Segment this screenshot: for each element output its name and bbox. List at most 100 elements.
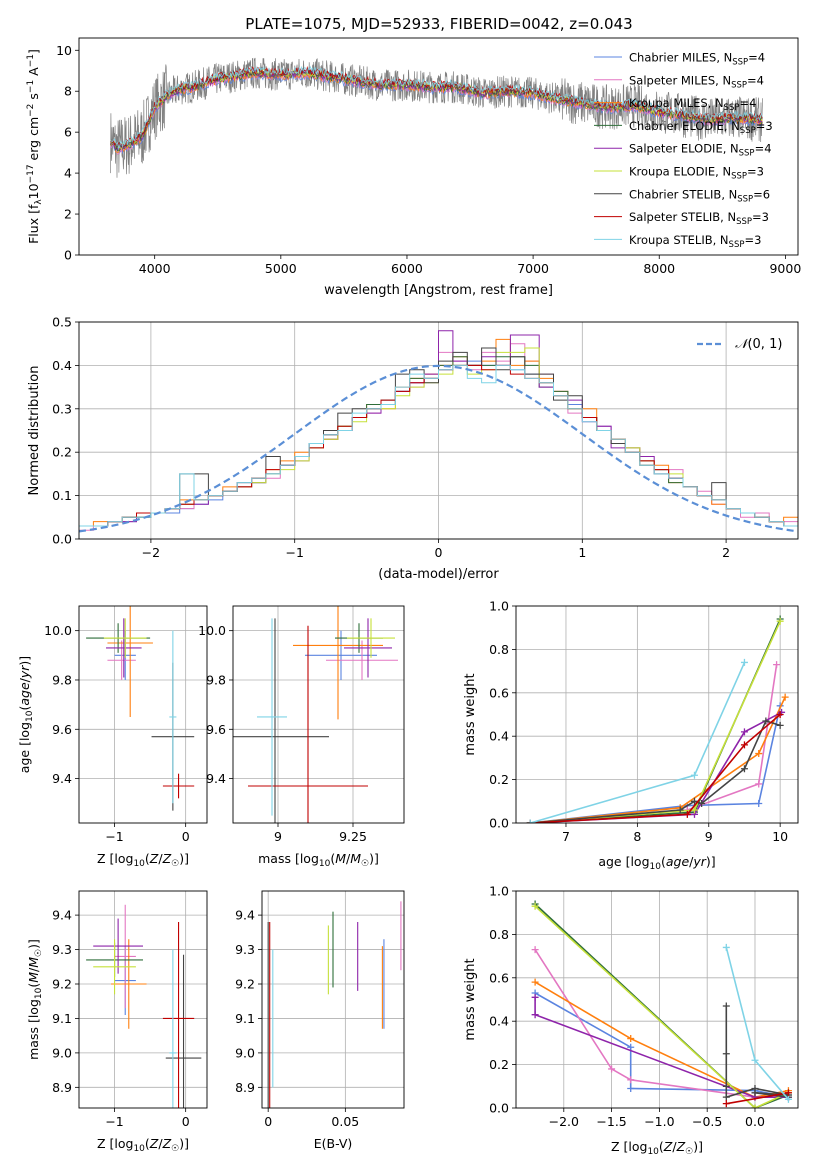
weight-marker	[722, 1100, 730, 1108]
tick-marks: 4000 5000 6000 7000 8000 9000 0 2 4 6 8 10	[56, 43, 801, 276]
y-tick-label: 0.1	[52, 488, 72, 503]
axes-frame	[261, 890, 405, 1109]
x-tick-label: 5000	[265, 261, 297, 276]
y-tick-label: 9.3	[52, 942, 72, 957]
weight-marker	[722, 1050, 730, 1058]
spectrum-legend: Chabrier MILES, NSSP=4 Salpeter MILES, NS…	[594, 51, 773, 250]
weight-line	[530, 620, 781, 823]
y-tick-label: 0.6	[489, 970, 509, 985]
y-tick-label: 0.2	[52, 445, 72, 460]
weight-line	[534, 903, 789, 1108]
weight-marker	[776, 711, 784, 718]
weight-line	[534, 997, 789, 1098]
weight-marker	[740, 765, 748, 773]
y-tick-label: 10	[56, 43, 72, 58]
y-tick-label: 9.3	[235, 942, 255, 957]
weight-marker	[722, 1002, 730, 1010]
y-tick-label: 0.2	[489, 772, 509, 787]
errorbar-kroupa-elodie	[103, 618, 147, 658]
errorbar-kroupa-miles	[107, 606, 153, 717]
model-spectrum-chabrier-stelib	[110, 67, 763, 151]
spectrum-panel: 4000 5000 6000 7000 8000 9000 0 2 4 6 8 10 Chabrier …	[26, 37, 801, 298]
x-tick-label: 8000	[643, 261, 675, 276]
axes-frame	[78, 321, 799, 540]
legend-label: Salpeter ELODIE, NSSP=4	[629, 142, 772, 159]
errorbar-salpeter-miles	[326, 640, 398, 680]
weight-marker	[531, 993, 539, 1001]
axes-grid	[516, 605, 798, 824]
y-tick-label: 6	[64, 125, 72, 140]
x-axis-label: wavelength [Angstrom, rest frame]	[324, 283, 553, 298]
y-tick-label: 0.4	[52, 358, 72, 373]
y-axis-label: mass [log10(M/M☉)]	[26, 939, 44, 1060]
axes-frame	[78, 890, 208, 1109]
y-tick-label: 1.0	[489, 884, 509, 899]
weight_vs_Z-plot-area	[531, 900, 792, 1108]
x-tick-label: 0	[264, 1114, 272, 1129]
weight-series-chabrier-stelib	[722, 1002, 792, 1101]
errorbar-salpeter-miles	[107, 640, 136, 680]
errorbar-kroupa-miles	[293, 606, 383, 720]
x-tick-label: −1.5	[596, 1114, 626, 1129]
age_vs_mass-plot-area	[233, 606, 398, 823]
legend-label: Kroupa ELODIE, NSSP=3	[629, 165, 764, 182]
model-spectrum-kroupa-stelib	[110, 65, 763, 150]
x-tick-label: 1	[578, 545, 586, 560]
x-tick-label: 7000	[517, 261, 549, 276]
weight-line	[530, 713, 781, 823]
y-tick-label: 9.2	[52, 977, 72, 992]
weight-marker	[784, 1089, 792, 1097]
weight-series-chabrier-elodie	[526, 615, 784, 823]
weight-marker	[690, 771, 698, 779]
weight-line	[530, 696, 786, 823]
weight-vs-age-panel: 7 8 9 10 0.0 0.2 0.4 0.6 0.8 1.0 age [log10(age/yr…	[463, 599, 799, 872]
x-axis-label: Z [log10(Z/Z☉)]	[611, 1139, 703, 1157]
x-tick-label: −1	[285, 545, 303, 560]
weight-series-kroupa-miles	[531, 978, 792, 1101]
tick-marks: 9 9.25 9.4 9.6 9.8 10.0	[198, 623, 367, 844]
x-axis-label: Z [log10(Z/Z☉)]	[97, 1136, 189, 1154]
axes-grid	[516, 890, 798, 1109]
weight-marker	[776, 617, 784, 625]
weight-marker	[784, 1095, 792, 1103]
y-tick-label: 9.8	[52, 672, 72, 687]
weight-marker	[762, 717, 770, 725]
x-axis-label: (data-model)/error	[378, 567, 499, 582]
weight-line	[534, 905, 789, 1108]
weight-marker	[627, 1035, 635, 1043]
x-tick-label: 7	[562, 829, 570, 844]
errorbar-kroupa-elodie	[347, 618, 395, 658]
errorbar-salpeter-stelib	[248, 625, 368, 823]
tick-marks: −2 −1 0 1 2 0.0 0.1 0.2 0.3 0.4 0.5	[52, 315, 730, 561]
y-tick-label: 0.4	[489, 1014, 509, 1029]
x-tick-label: −1.0	[644, 1114, 674, 1129]
errorbar-kroupa-stelib	[169, 630, 177, 804]
x-axis-label: E(B-V)	[314, 1136, 353, 1151]
y-tick-label: 9.6	[206, 722, 226, 737]
x-tick-label: 0	[182, 1114, 190, 1129]
y-tick-label: 9.1	[235, 1011, 255, 1026]
axes-frame	[78, 605, 208, 824]
legend-label: 𝒩(0, 1)	[735, 337, 782, 352]
y-tick-label: 0.0	[52, 532, 72, 547]
x-tick-label: 9	[705, 829, 713, 844]
age-vs-metallicity-panel: −1 0 9.4 9.6 9.8 10.0 Z [log10(Z/Z☉)] age [log1…	[17, 605, 208, 869]
mass-vs-metallicity-panel: −1 0 8.9 9.0 9.1 9.2 9.3 9.4 Z [log10(Z/Z☉)] mass…	[26, 890, 208, 1154]
weight-marker	[531, 946, 539, 954]
y-tick-label: 9.0	[235, 1045, 255, 1060]
tick-marks: −1 0 9.4 9.6 9.8 10.0	[44, 623, 190, 844]
y-tick-label: 0	[64, 248, 72, 263]
residuals-plot-area	[79, 330, 798, 539]
weight-marker	[755, 780, 763, 788]
y-tick-label: 0.0	[489, 816, 509, 831]
y-tick-label: 9.0	[52, 1045, 72, 1060]
y-tick-label: 0.0	[489, 1101, 509, 1116]
y-tick-label: 9.6	[52, 722, 72, 737]
x-tick-label: 9	[274, 829, 282, 844]
y-tick-label: 9.4	[52, 908, 72, 923]
weight-series-kroupa-stelib	[722, 943, 792, 1103]
y-axis-label: Normed distribution	[27, 366, 42, 496]
weight-line	[725, 1006, 789, 1099]
weight-marker	[751, 1056, 759, 1064]
weight-series-chabrier-stelib	[526, 717, 784, 823]
